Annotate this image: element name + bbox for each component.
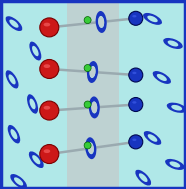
Ellipse shape <box>9 19 19 28</box>
Ellipse shape <box>129 98 143 112</box>
Ellipse shape <box>96 11 107 33</box>
Ellipse shape <box>91 101 97 113</box>
Ellipse shape <box>88 143 94 154</box>
Ellipse shape <box>30 99 36 109</box>
Ellipse shape <box>32 46 39 56</box>
Ellipse shape <box>40 145 59 163</box>
Ellipse shape <box>44 149 50 153</box>
Ellipse shape <box>132 72 137 74</box>
Ellipse shape <box>14 177 23 186</box>
Ellipse shape <box>171 105 182 111</box>
Ellipse shape <box>148 134 157 142</box>
Ellipse shape <box>135 170 151 186</box>
Ellipse shape <box>9 74 16 84</box>
Ellipse shape <box>139 173 147 182</box>
Ellipse shape <box>132 101 137 104</box>
Ellipse shape <box>32 155 40 164</box>
Ellipse shape <box>11 129 17 139</box>
Ellipse shape <box>165 159 185 170</box>
Ellipse shape <box>6 16 22 31</box>
Ellipse shape <box>143 13 162 25</box>
Ellipse shape <box>144 131 161 145</box>
Ellipse shape <box>90 66 95 78</box>
Ellipse shape <box>84 64 91 71</box>
Ellipse shape <box>132 15 137 17</box>
Ellipse shape <box>84 142 91 149</box>
Ellipse shape <box>10 174 27 189</box>
Ellipse shape <box>169 161 180 167</box>
Ellipse shape <box>129 68 143 82</box>
Ellipse shape <box>89 96 100 119</box>
Ellipse shape <box>84 101 91 108</box>
Ellipse shape <box>91 102 97 113</box>
Ellipse shape <box>167 103 186 113</box>
Ellipse shape <box>157 74 167 81</box>
Ellipse shape <box>44 64 50 68</box>
Ellipse shape <box>89 66 96 78</box>
Ellipse shape <box>27 94 38 114</box>
Ellipse shape <box>87 61 98 83</box>
Ellipse shape <box>8 125 20 143</box>
Bar <box>67 0 119 189</box>
Ellipse shape <box>44 106 50 110</box>
Ellipse shape <box>40 60 59 78</box>
Ellipse shape <box>163 38 183 49</box>
Ellipse shape <box>6 70 19 88</box>
Ellipse shape <box>84 17 91 24</box>
Ellipse shape <box>40 101 59 120</box>
Ellipse shape <box>98 16 104 28</box>
Ellipse shape <box>40 18 59 37</box>
Ellipse shape <box>29 42 41 60</box>
Ellipse shape <box>88 142 94 154</box>
Ellipse shape <box>168 40 178 46</box>
Ellipse shape <box>98 16 104 28</box>
Ellipse shape <box>129 135 143 149</box>
Ellipse shape <box>132 139 137 141</box>
Ellipse shape <box>85 137 96 159</box>
Ellipse shape <box>29 151 44 168</box>
Ellipse shape <box>147 16 158 22</box>
Ellipse shape <box>44 23 50 26</box>
Ellipse shape <box>129 11 143 25</box>
Ellipse shape <box>153 71 171 84</box>
